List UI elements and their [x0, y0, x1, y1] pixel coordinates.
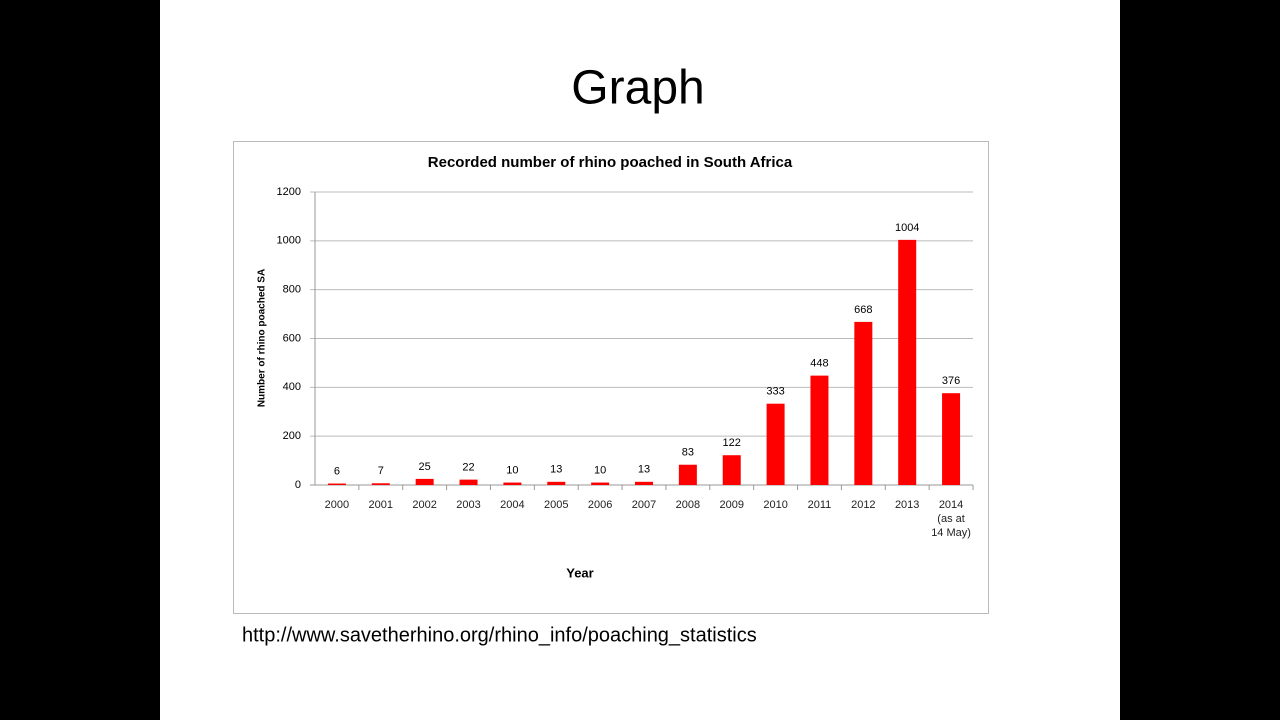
data-label: 22	[462, 462, 474, 474]
x-tick-label: 2006	[587, 499, 613, 511]
bar	[327, 483, 346, 485]
bar	[898, 239, 917, 485]
x-tick-label: 2013	[894, 499, 920, 511]
source-url: http://www.savetherhino.org/rhino_info/p…	[242, 624, 757, 646]
bar	[810, 375, 829, 485]
data-label: 10	[506, 464, 518, 476]
data-label: 1004	[895, 222, 919, 234]
bar	[766, 403, 785, 485]
x-tick-label: 2004	[500, 499, 525, 511]
x-tick-label: 2000	[324, 499, 350, 511]
bar	[942, 393, 961, 485]
data-label: 13	[638, 464, 650, 476]
x-tick-label: 2009	[719, 499, 744, 511]
x-tick-label: 2003	[456, 499, 481, 511]
x-tick-label: 2001	[368, 499, 394, 511]
bar	[371, 483, 390, 485]
x-tick-label: 2011	[807, 499, 832, 511]
x-axis-label: Year	[566, 565, 593, 580]
data-label: 668	[854, 304, 872, 316]
y-tick-label: 600	[283, 332, 301, 344]
bar	[722, 455, 741, 485]
bar	[635, 481, 653, 485]
data-label: 13	[550, 464, 562, 476]
data-label: 7	[378, 465, 384, 477]
data-label: 333	[766, 386, 784, 398]
y-axis-label: Number of rhino poached SA	[257, 269, 268, 407]
bar	[415, 478, 434, 485]
data-label: 6	[334, 465, 340, 477]
data-label: 448	[810, 358, 828, 370]
x-tick-label: 2008	[675, 499, 701, 511]
x-tick-label: 2014 (as at 14 May)	[931, 499, 971, 539]
x-tick-label: 2012	[851, 499, 876, 511]
bar	[678, 464, 697, 485]
slide-title: Graph	[571, 62, 704, 115]
bar	[547, 481, 566, 485]
data-label: 122	[723, 437, 741, 449]
bar	[459, 479, 478, 485]
y-tick-label: 200	[283, 430, 301, 442]
x-tick-label: 2005	[544, 499, 569, 511]
bar	[854, 321, 873, 485]
x-tick-label: 2007	[631, 499, 657, 511]
data-label: 10	[594, 464, 606, 476]
chart-frame	[233, 141, 989, 614]
chart-title: Recorded number of rhino poached in Sout…	[428, 154, 793, 171]
data-label: 25	[419, 461, 431, 473]
bar	[503, 482, 522, 485]
y-tick-label: 0	[295, 479, 301, 491]
x-tick-label: 2010	[763, 499, 788, 511]
bar	[591, 482, 610, 485]
y-tick-label: 400	[283, 381, 301, 393]
data-label: 83	[682, 447, 694, 459]
y-tick-label: 1000	[277, 235, 301, 247]
x-tick-label: 2002	[412, 499, 437, 511]
data-label: 376	[942, 375, 960, 387]
y-tick-label: 1200	[277, 186, 301, 198]
y-tick-label: 800	[283, 284, 301, 296]
